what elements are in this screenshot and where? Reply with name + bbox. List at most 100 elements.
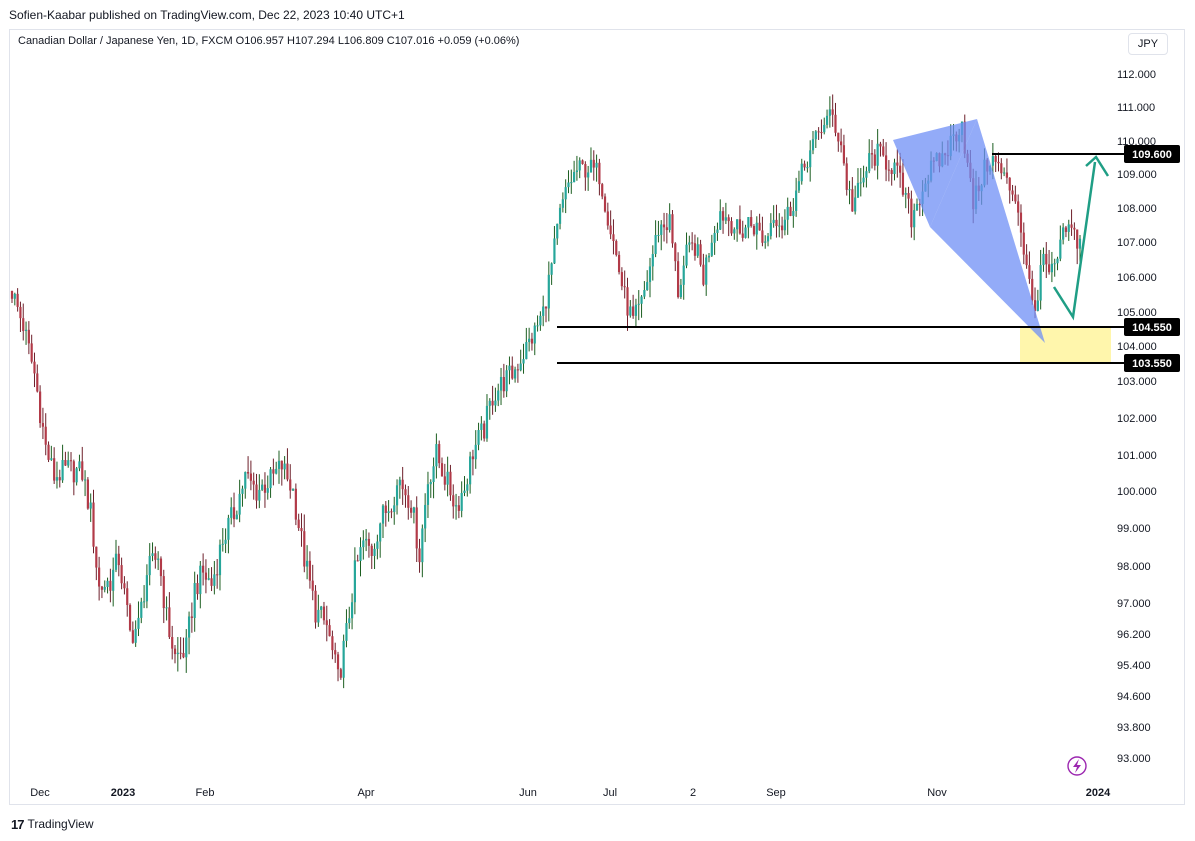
candle-body [761,230,764,243]
projection-arrow[interactable] [1052,161,1097,321]
tradingview-wordmark: TradingView [27,817,94,831]
candle-body [348,618,351,624]
candle-body [724,217,727,221]
candle-body [809,150,812,168]
candle-body [81,461,84,480]
candle-body [626,287,629,316]
candle-body [485,405,489,439]
candle-body [497,390,500,401]
candle-body [536,325,539,327]
candle-body [769,223,772,237]
candle-body [98,567,101,587]
lightning-icon[interactable] [1067,756,1087,776]
candle-body [131,630,134,643]
candle-body [539,315,542,326]
candle-body [171,637,174,649]
candle-body [727,217,730,222]
candle-body [716,229,719,233]
candle-body [558,207,562,224]
candle-body [1064,227,1068,232]
candle-body [306,560,309,567]
candle-body [92,502,95,547]
y-tick-label: 108.000 [1117,203,1157,215]
candle-body [632,306,635,316]
candle-body [876,143,879,166]
candle-body [617,254,621,273]
candle-body [589,159,593,173]
candle-body [488,400,491,406]
candle-body [1019,212,1023,233]
candle-body [522,359,525,364]
candle-body [755,222,758,235]
candle-body [440,463,444,477]
candle-body [365,538,368,541]
candle-body [873,154,876,166]
candle-body [1073,227,1076,230]
candle-body [381,505,385,524]
candle-body [162,576,165,609]
candle-body [22,318,25,332]
x-tick-label: Apr [357,787,374,799]
candle-body [64,459,67,466]
candle-body [308,560,312,581]
candle-body [764,241,767,243]
candle-body [654,235,657,255]
candle-body [601,184,604,197]
candle-body [533,325,536,344]
publisher-caption: Sofien-Kaabar published on TradingView.c… [9,8,405,22]
candle-body [112,569,115,591]
price-badge [1124,145,1180,163]
candle-body [463,490,466,493]
footer-branding[interactable]: 17 TradingView [11,816,94,832]
candle-body [530,338,534,344]
candle-body [370,545,373,556]
candle-body [660,224,663,235]
y-tick-label: 104.000 [1117,341,1157,353]
candle-body [598,162,601,185]
candle-body [41,423,45,427]
candle-body [1056,258,1059,264]
candle-body [1008,177,1011,191]
candle-body [202,565,205,573]
y-tick-label: 93.800 [1117,722,1151,734]
candle-body [457,505,460,511]
candle-body [856,182,860,198]
candle-body [258,489,261,501]
candle-body [83,479,87,481]
harmonic-pattern-left[interactable] [893,119,977,227]
candle-body [823,124,826,133]
price-axis[interactable]: 112.000111.000110.000109.000108.000107.0… [1117,69,1157,765]
candle-body [792,210,795,216]
candle-body [879,143,882,147]
candle-body [297,519,300,529]
candle-body [904,193,907,195]
candle-body [851,189,854,212]
candle-body [592,159,595,168]
candle-body [1036,300,1039,311]
time-axis[interactable]: Dec 2023 Feb Apr Jun Jul 2 Sep Nov 2024 [30,787,1111,799]
symbol-header: Canadian Dollar / Japanese Yen, 1D, FXCM… [18,35,520,47]
harmonic-pattern-right[interactable] [930,119,1045,343]
candle-body [859,182,862,184]
price-badge [1124,318,1180,336]
candle-body [480,423,483,430]
demand-zone[interactable] [1020,327,1111,363]
candle-body [376,541,379,549]
candle-body [747,217,750,228]
candle-body [665,227,668,231]
price-badge [1124,354,1180,372]
candle-body [187,616,191,638]
candle-body [398,479,401,486]
candle-body [713,232,716,243]
currency-button[interactable]: JPY [1128,33,1168,55]
x-tick-label: Jul [603,787,617,799]
candle-body [55,477,59,481]
candle-body [1042,253,1045,266]
candle-body [730,221,733,234]
candle-body [570,182,573,184]
candle-body [185,637,188,658]
candle-body [842,145,846,164]
candle-body [646,282,649,291]
candle-body [629,306,632,316]
